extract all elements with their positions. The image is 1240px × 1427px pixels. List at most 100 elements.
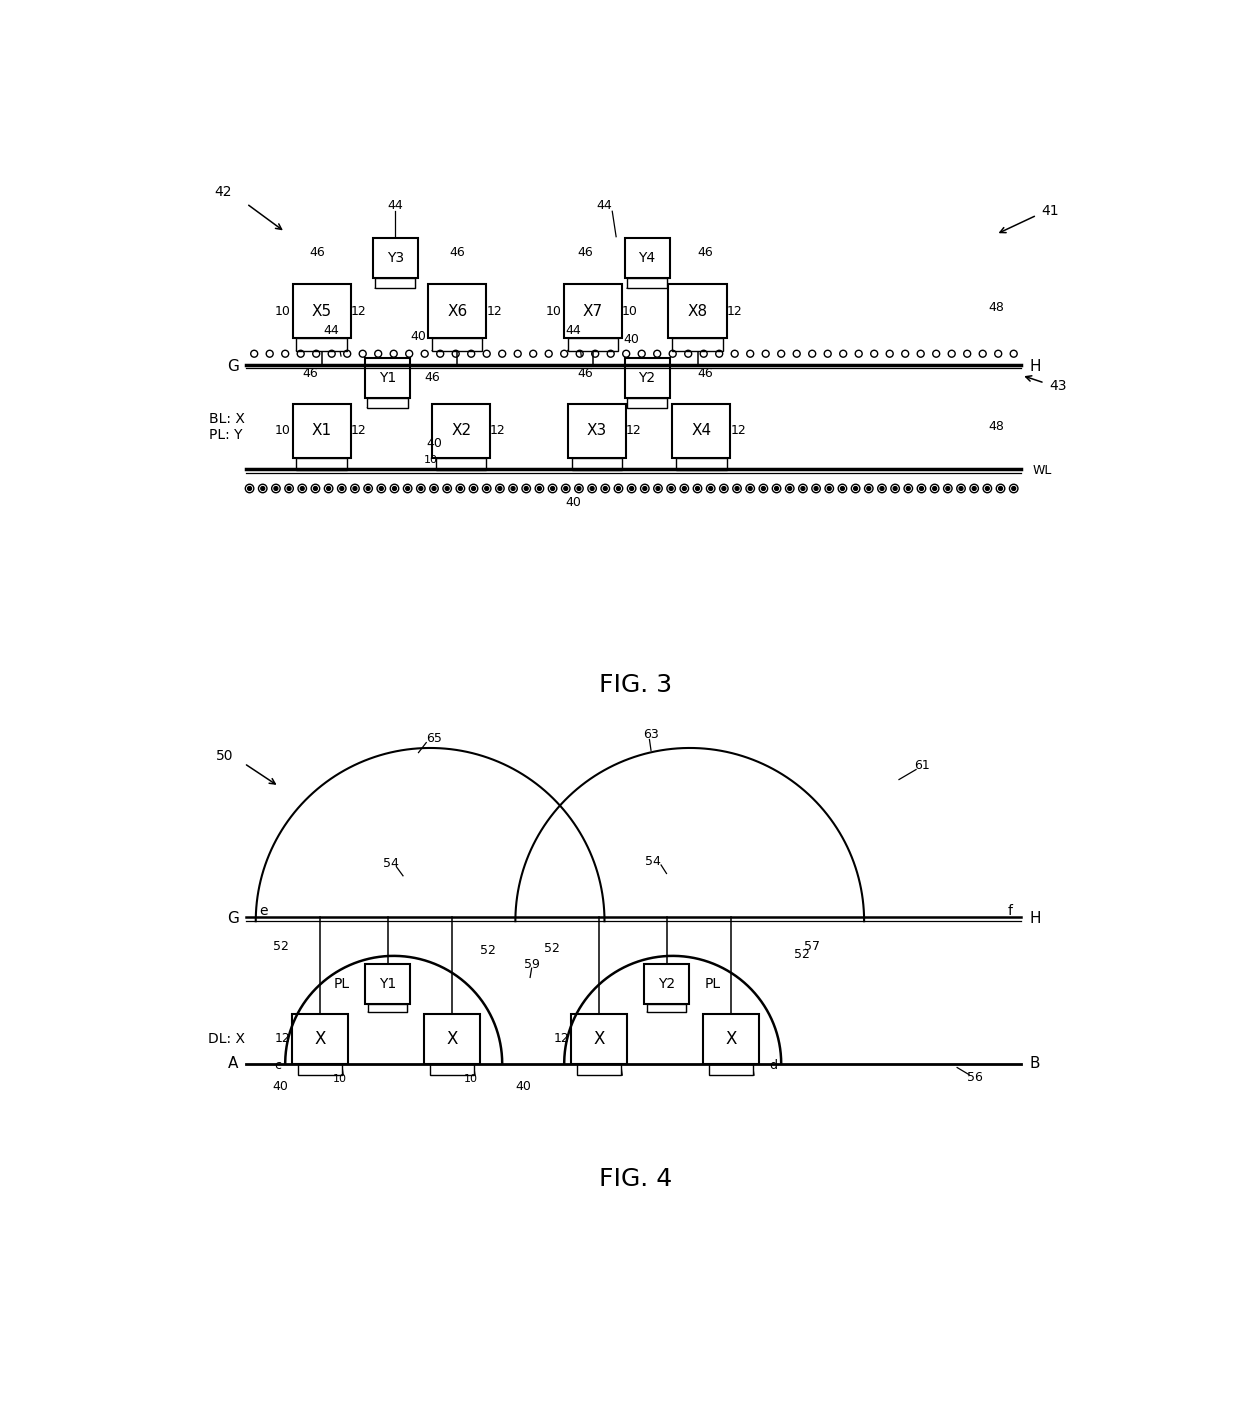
Circle shape (405, 487, 409, 491)
Text: 63: 63 (644, 728, 658, 742)
Bar (625, 358, 670, 398)
Text: 56: 56 (967, 1072, 983, 1085)
Text: X8: X8 (687, 304, 708, 318)
Circle shape (340, 487, 343, 491)
Text: DL: X: DL: X (207, 1032, 244, 1046)
Circle shape (787, 487, 791, 491)
Circle shape (761, 487, 765, 491)
Circle shape (853, 487, 858, 491)
Circle shape (248, 487, 252, 491)
Bar (564, 284, 622, 338)
Text: 10: 10 (546, 305, 562, 318)
Bar (568, 404, 626, 458)
Circle shape (432, 487, 436, 491)
Circle shape (906, 487, 910, 491)
Text: 46: 46 (697, 367, 713, 380)
Circle shape (471, 487, 475, 491)
Text: 40: 40 (624, 334, 640, 347)
Circle shape (735, 487, 739, 491)
Bar (374, 278, 415, 288)
Circle shape (379, 487, 383, 491)
Circle shape (300, 487, 304, 491)
Circle shape (604, 487, 608, 491)
Circle shape (880, 487, 884, 491)
Circle shape (972, 487, 976, 491)
Circle shape (827, 487, 831, 491)
Text: Y3: Y3 (387, 251, 404, 265)
Bar (365, 358, 410, 398)
Text: B: B (1029, 1056, 1039, 1072)
Text: 44: 44 (596, 200, 613, 213)
Text: 61: 61 (914, 759, 930, 772)
Circle shape (445, 487, 449, 491)
Text: 10: 10 (621, 305, 637, 318)
Bar (572, 1013, 627, 1063)
Bar (644, 965, 689, 1005)
Bar (568, 338, 618, 351)
Bar (703, 1013, 759, 1063)
Circle shape (656, 487, 660, 491)
Text: BL: X
PL: Y: BL: X PL: Y (210, 412, 246, 442)
Bar (296, 458, 347, 469)
Text: Y4: Y4 (639, 251, 656, 265)
Bar (436, 458, 486, 469)
Text: A: A (228, 1056, 238, 1072)
Text: H: H (1029, 358, 1040, 374)
Text: FIG. 4: FIG. 4 (599, 1167, 672, 1192)
Text: 46: 46 (310, 245, 326, 258)
Text: X7: X7 (583, 304, 603, 318)
Bar (293, 284, 351, 338)
Bar (672, 404, 730, 458)
Bar (367, 398, 408, 408)
Text: 46: 46 (578, 245, 593, 258)
Circle shape (775, 487, 779, 491)
Circle shape (326, 487, 331, 491)
Bar (647, 1005, 686, 1012)
Circle shape (867, 487, 870, 491)
Text: 42: 42 (215, 186, 232, 198)
Text: WL: WL (1033, 464, 1053, 477)
Circle shape (366, 487, 370, 491)
Text: 59: 59 (523, 958, 539, 970)
Text: e: e (259, 905, 268, 918)
Text: X3: X3 (587, 424, 606, 438)
Text: 46: 46 (449, 245, 465, 258)
Circle shape (815, 487, 818, 491)
Circle shape (551, 487, 554, 491)
Text: 50: 50 (216, 749, 233, 762)
Circle shape (511, 487, 515, 491)
Circle shape (801, 487, 805, 491)
Circle shape (630, 487, 634, 491)
Circle shape (525, 487, 528, 491)
Text: X: X (594, 1030, 605, 1047)
Text: H: H (1029, 912, 1040, 926)
Text: 52: 52 (544, 942, 559, 955)
Circle shape (393, 487, 397, 491)
Text: 41: 41 (1042, 204, 1059, 218)
Text: X: X (725, 1030, 737, 1047)
Bar (424, 1013, 480, 1063)
Text: 12: 12 (490, 424, 506, 437)
Text: 44: 44 (387, 200, 403, 213)
Circle shape (696, 487, 699, 491)
Circle shape (946, 487, 950, 491)
Circle shape (498, 487, 502, 491)
Circle shape (314, 487, 317, 491)
Circle shape (920, 487, 924, 491)
Text: 57: 57 (805, 940, 820, 953)
Text: PL: PL (334, 977, 350, 992)
Circle shape (353, 487, 357, 491)
Text: 12: 12 (553, 1032, 569, 1045)
Text: 12: 12 (626, 424, 641, 437)
Text: 44: 44 (324, 324, 340, 337)
Circle shape (893, 487, 897, 491)
Text: 46: 46 (578, 367, 593, 380)
Circle shape (998, 487, 1002, 491)
Bar (627, 398, 667, 408)
Circle shape (537, 487, 542, 491)
Bar (428, 284, 486, 338)
Bar (296, 338, 347, 351)
Text: X5: X5 (311, 304, 331, 318)
Text: 10: 10 (424, 455, 438, 465)
Text: 65: 65 (427, 732, 441, 745)
